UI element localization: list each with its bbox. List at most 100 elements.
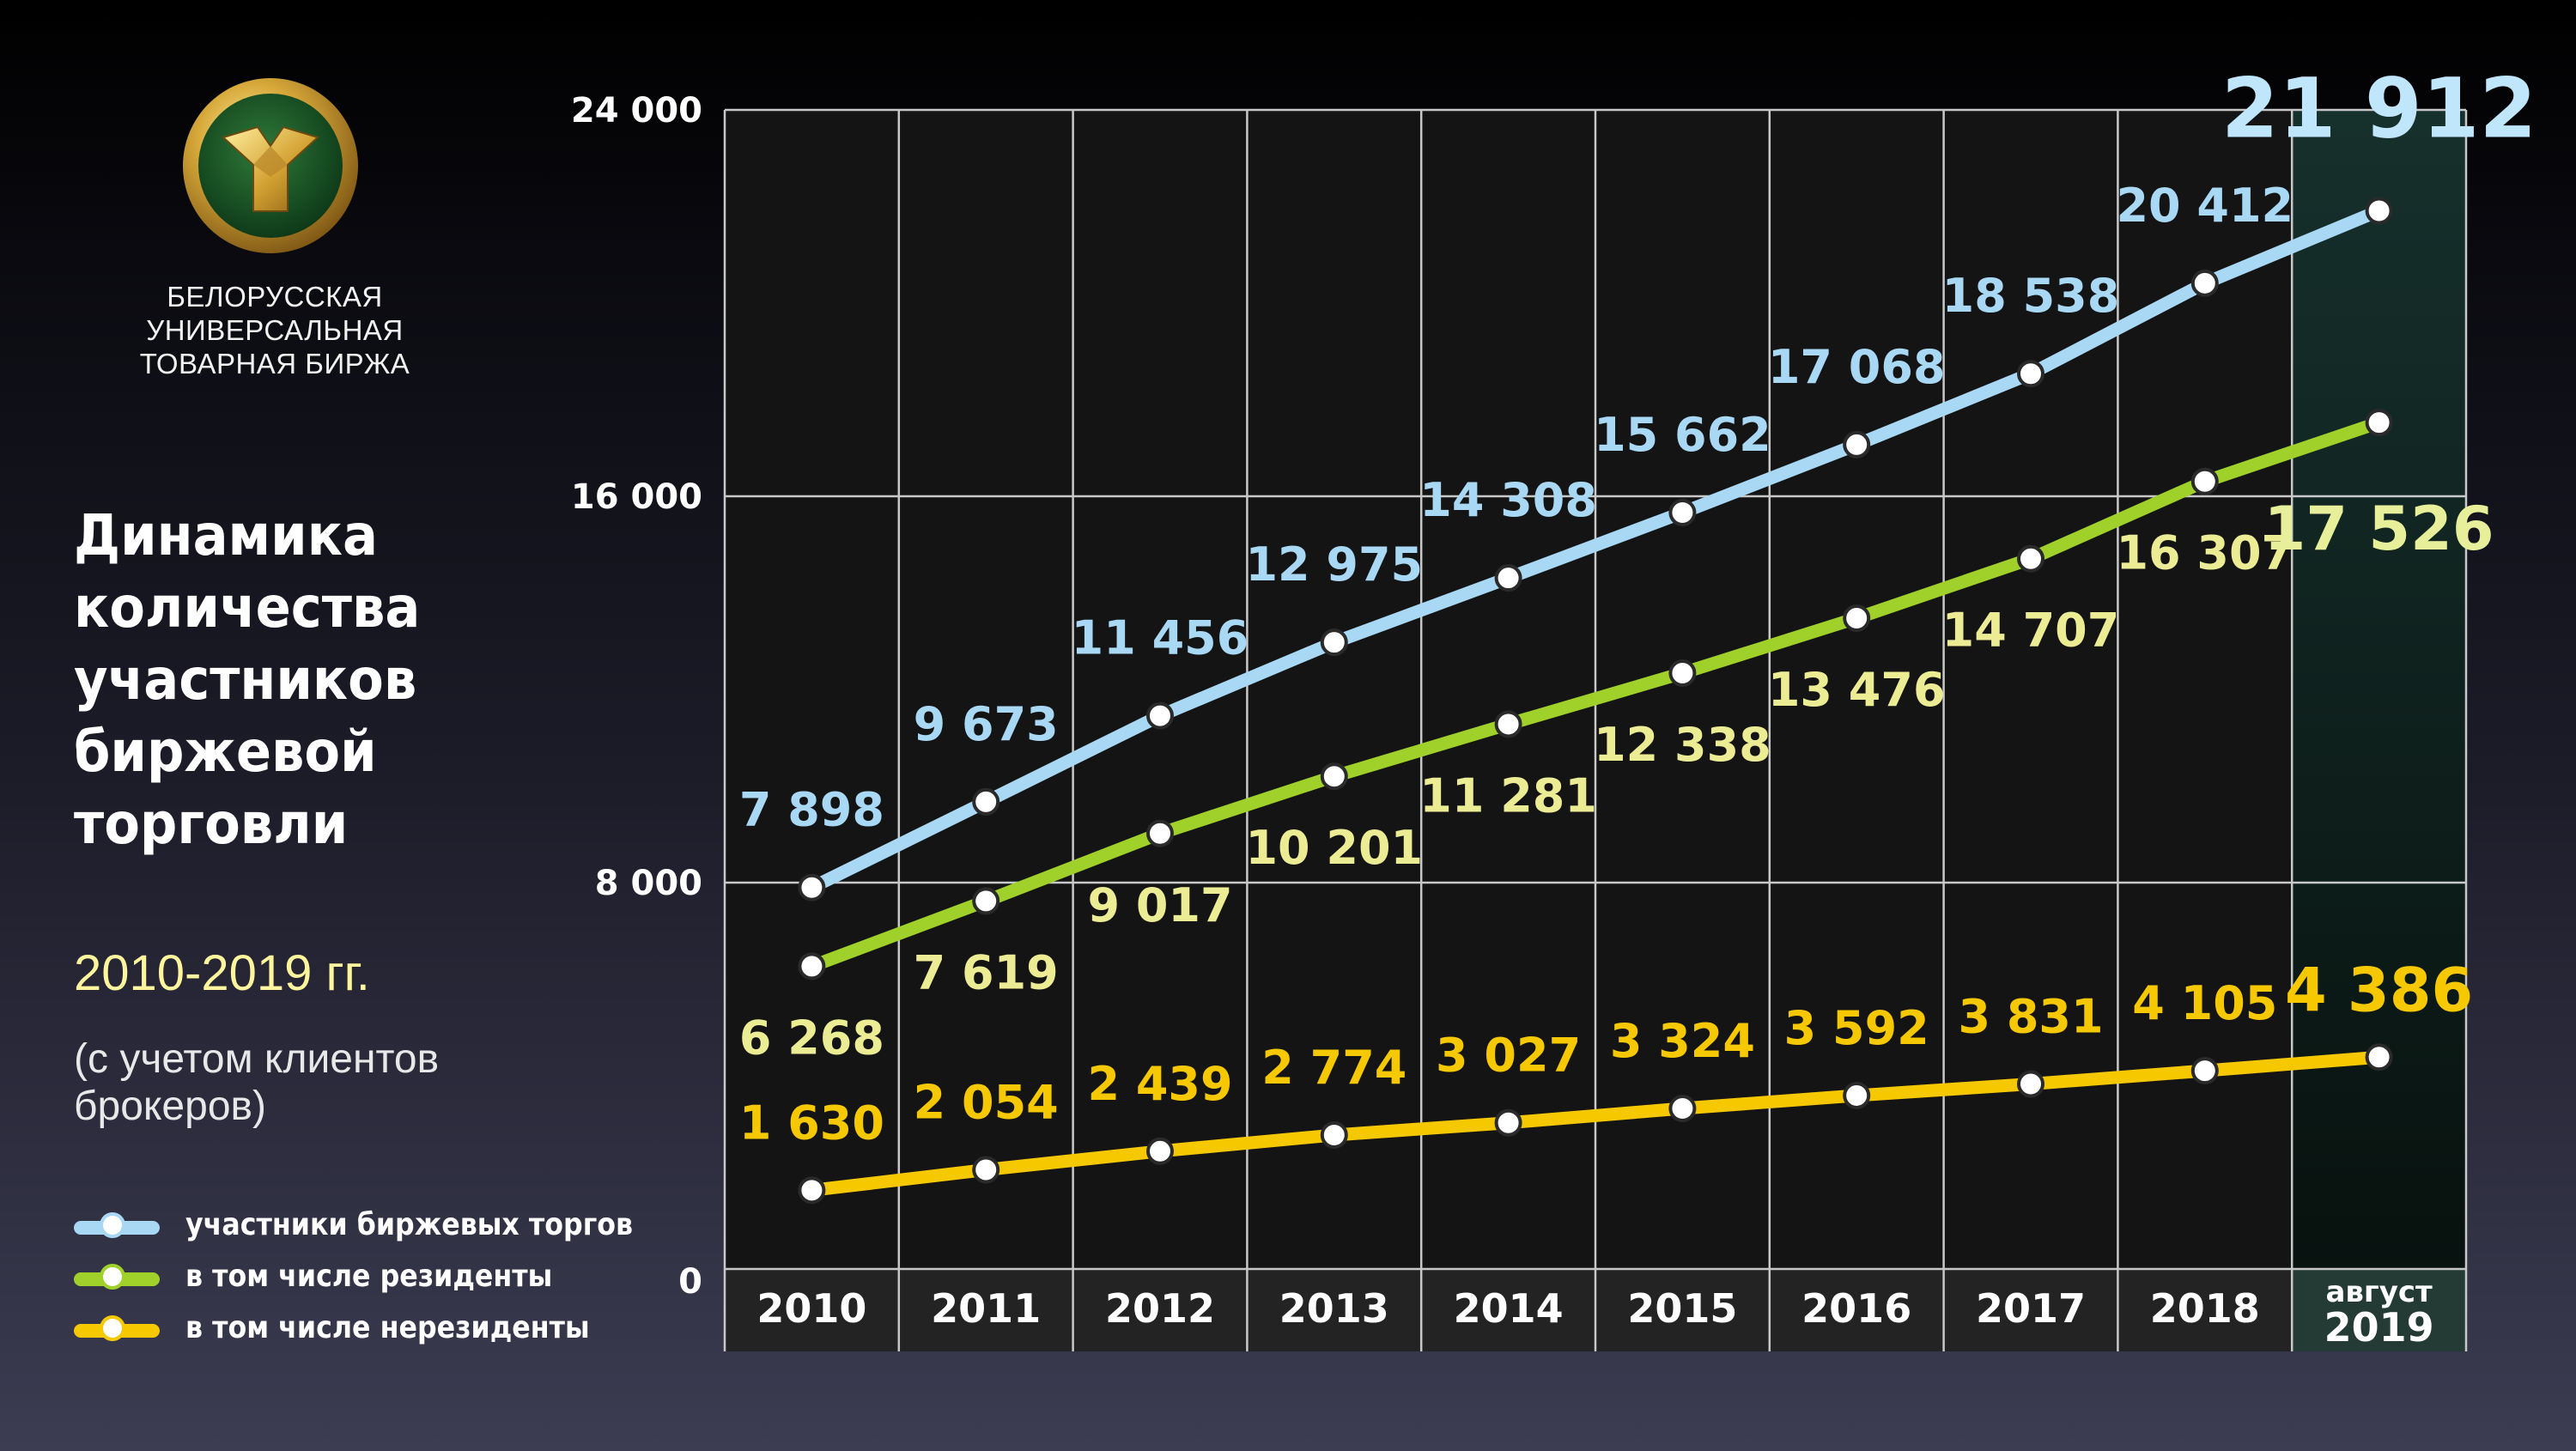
data-point-total bbox=[1146, 701, 1174, 730]
data-label-residents: 17 526 bbox=[2264, 494, 2494, 564]
page-title: Динамика количества участников биржевой … bbox=[74, 500, 516, 860]
legend-item-residents: в том числе резиденты bbox=[74, 1254, 623, 1305]
data-point-nonresidents bbox=[2365, 1043, 2393, 1072]
data-point-residents bbox=[798, 952, 826, 980]
title-line: Динамика bbox=[74, 502, 378, 568]
x-tick-label: 2011 bbox=[931, 1285, 1041, 1332]
organization-name-line: БЕЛОРУССКАЯ bbox=[167, 281, 383, 313]
data-label-total: 15 662 bbox=[1594, 408, 1771, 462]
y-tick-label: 8 000 bbox=[595, 864, 702, 903]
data-point-total bbox=[1494, 564, 1522, 592]
data-label-residents: 9 017 bbox=[1087, 878, 1232, 932]
data-label-residents: 11 281 bbox=[1419, 768, 1597, 823]
data-point-residents bbox=[1146, 819, 1174, 847]
data-label-nonresidents: 4 105 bbox=[2132, 976, 2277, 1030]
note-text: (с учетом клиентов брокеров) bbox=[74, 1035, 439, 1130]
data-point-nonresidents bbox=[1494, 1108, 1522, 1137]
x-tick-label: август bbox=[2325, 1275, 2433, 1309]
data-point-total bbox=[798, 873, 826, 902]
y-tick-label: 16 000 bbox=[571, 477, 702, 517]
organization-name-line: УНИВЕРСАЛЬНАЯ bbox=[146, 314, 404, 346]
data-point-total bbox=[1668, 499, 1697, 527]
data-point-residents bbox=[2190, 467, 2219, 495]
data-point-total bbox=[1843, 430, 1871, 458]
legend-marker-residents bbox=[100, 1264, 125, 1290]
data-label-nonresidents: 2 439 bbox=[1087, 1057, 1232, 1111]
x-tick-label: 2012 bbox=[1105, 1285, 1215, 1332]
data-label-nonresidents: 4 386 bbox=[2285, 955, 2473, 1025]
data-label-total: 14 308 bbox=[1419, 473, 1597, 527]
data-label-residents: 7 619 bbox=[914, 945, 1059, 999]
data-point-total bbox=[2190, 269, 2219, 297]
bucb-emblem-icon bbox=[183, 78, 358, 253]
data-label-total: 7 898 bbox=[739, 783, 884, 837]
data-label-nonresidents: 1 630 bbox=[739, 1096, 884, 1150]
data-point-total bbox=[972, 787, 1000, 816]
data-point-residents bbox=[1320, 762, 1348, 791]
data-label-residents: 12 338 bbox=[1594, 718, 1771, 772]
data-point-residents bbox=[2365, 409, 2393, 437]
title-line: участников bbox=[74, 647, 417, 713]
data-point-total bbox=[2365, 197, 2393, 225]
data-point-residents bbox=[1494, 710, 1522, 738]
data-label-nonresidents: 3 324 bbox=[1610, 1014, 1755, 1068]
data-point-nonresidents bbox=[1320, 1120, 1348, 1149]
data-label-residents: 10 201 bbox=[1245, 821, 1423, 875]
data-label-residents: 16 307 bbox=[2116, 526, 2293, 580]
legend-label-total: участники биржевых торгов bbox=[185, 1207, 634, 1242]
legend-label-nonresidents: в том числе нерезиденты bbox=[185, 1310, 590, 1345]
data-point-total bbox=[2017, 360, 2044, 388]
data-label-total: 9 673 bbox=[914, 697, 1059, 751]
data-label-residents: 14 707 bbox=[1942, 604, 2120, 658]
data-label-nonresidents: 3 027 bbox=[1436, 1029, 1581, 1083]
period-label: 2010-2019 гг. bbox=[74, 945, 370, 1001]
data-point-residents bbox=[972, 887, 1000, 915]
data-label-total: 20 412 bbox=[2116, 179, 2293, 233]
logo bbox=[180, 76, 361, 256]
data-point-nonresidents bbox=[972, 1156, 1000, 1184]
organization-name-line: ТОВАРНАЯ БИРЖА bbox=[139, 348, 410, 379]
data-label-nonresidents: 3 592 bbox=[1784, 1001, 1929, 1055]
legend-marker-nonresidents bbox=[100, 1315, 125, 1341]
x-tick-label: 2015 bbox=[1627, 1285, 1737, 1332]
data-point-total bbox=[1320, 628, 1348, 657]
data-point-residents bbox=[1843, 604, 1871, 632]
x-tick-label: 2010 bbox=[756, 1285, 866, 1332]
data-label-nonresidents: 2 054 bbox=[914, 1075, 1059, 1129]
y-tick-label: 0 bbox=[678, 1262, 702, 1302]
data-label-residents: 13 476 bbox=[1768, 663, 1946, 717]
data-point-nonresidents bbox=[2017, 1070, 2044, 1098]
title-line: биржевой bbox=[74, 719, 377, 785]
legend-item-total: участники биржевых торгов bbox=[74, 1202, 633, 1254]
data-point-residents bbox=[2017, 544, 2044, 573]
note-line: (с учетом клиентов bbox=[74, 1036, 440, 1082]
title-line: количества bbox=[74, 574, 421, 641]
data-label-total: 18 538 bbox=[1942, 269, 2120, 323]
data-label-nonresidents: 3 831 bbox=[1958, 990, 2103, 1044]
data-label-total: 12 975 bbox=[1245, 537, 1423, 592]
x-tick-label: 2018 bbox=[2150, 1285, 2260, 1332]
data-point-nonresidents bbox=[1843, 1081, 1871, 1109]
series-line-residents bbox=[805, 416, 2386, 973]
x-tick-label: 2019 bbox=[2324, 1304, 2434, 1351]
data-label-total: 17 068 bbox=[1768, 340, 1946, 394]
data-label-nonresidents: 2 774 bbox=[1261, 1041, 1406, 1095]
series-line-nonresidents bbox=[805, 1050, 2386, 1197]
y-tick-label: 24 000 bbox=[571, 91, 702, 131]
data-point-nonresidents bbox=[1668, 1095, 1697, 1123]
data-point-nonresidents bbox=[2190, 1057, 2219, 1085]
note-line: брокеров) bbox=[74, 1084, 266, 1129]
data-point-nonresidents bbox=[1146, 1137, 1174, 1165]
data-label-total: 11 456 bbox=[1072, 611, 1249, 665]
x-tick-label: 2017 bbox=[1976, 1285, 2086, 1332]
x-tick-label: 2014 bbox=[1454, 1285, 1564, 1332]
x-tick-label: 2013 bbox=[1279, 1285, 1389, 1332]
data-point-nonresidents bbox=[798, 1176, 826, 1205]
data-label-total: 21 912 bbox=[2221, 60, 2537, 156]
title-line: торговли bbox=[74, 791, 349, 857]
legend-marker-total bbox=[100, 1212, 125, 1238]
legend-label-residents: в том числе резиденты bbox=[185, 1259, 553, 1294]
series-line-total bbox=[805, 203, 2386, 895]
highlight-column bbox=[2292, 110, 2466, 1269]
